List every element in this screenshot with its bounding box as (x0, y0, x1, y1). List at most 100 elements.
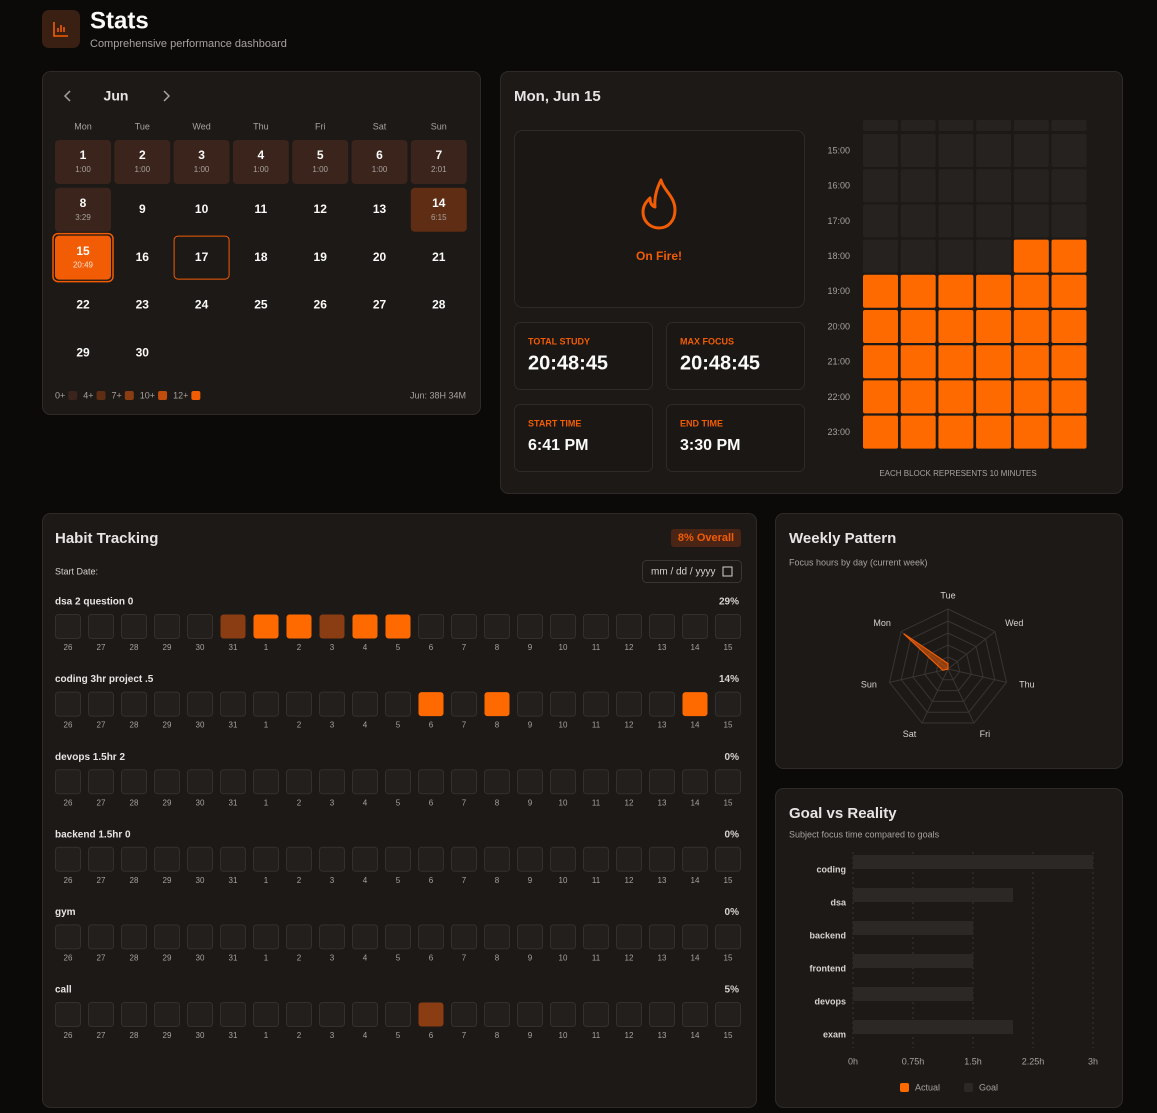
habit-day: 4 (363, 1031, 368, 1040)
day-number: 10 (195, 202, 209, 216)
habit-cell (484, 846, 510, 872)
habit-day: 12 (625, 643, 634, 652)
habit-cell (682, 846, 708, 872)
stat-label: START TIME (528, 418, 581, 428)
habit-cell (121, 769, 147, 795)
legend-swatch (124, 391, 134, 400)
habit-day: 2 (297, 798, 302, 807)
page-subtitle: Comprehensive performance dashboard (90, 38, 287, 50)
weekday-label: Sun (431, 121, 447, 131)
habit-day: 30 (196, 721, 205, 730)
time-block (863, 169, 898, 203)
bar (853, 987, 973, 1001)
habit-cell (682, 924, 708, 950)
habit-cell (253, 691, 279, 717)
habit-day: 30 (196, 876, 205, 885)
next-month[interactable] (163, 90, 171, 102)
habit-day: 3 (330, 1031, 335, 1040)
habit-day: 11 (592, 954, 601, 963)
habit-day: 5 (396, 798, 401, 807)
habit-day: 10 (559, 721, 568, 730)
habit-day: 15 (724, 643, 733, 652)
day-cell (55, 187, 111, 232)
legend-swatch (96, 391, 106, 400)
habit-day: 26 (64, 798, 73, 807)
habit-cell (187, 614, 213, 639)
day-number: 15 (76, 244, 90, 258)
habit-day: 6 (429, 876, 434, 885)
block-row-partial (863, 120, 1087, 131)
habit-day: 9 (528, 721, 533, 730)
time-block (938, 345, 974, 379)
habit-day: 5 (396, 1031, 401, 1040)
habit-cell (385, 924, 411, 950)
habit-cell (550, 924, 576, 950)
habit-day: 4 (363, 798, 368, 807)
today-outline (52, 232, 114, 283)
time-block (1013, 274, 1049, 308)
habit-cell (484, 769, 510, 795)
stat-value: 3:30 PM (680, 437, 740, 454)
habit-cell (286, 924, 312, 950)
hour-label: 16:00 (827, 181, 850, 191)
habit-cell (319, 1002, 345, 1027)
day-number: 18 (254, 250, 268, 264)
habit-cell (220, 769, 246, 795)
day-cell (410, 187, 467, 232)
habit-day: 1 (264, 1031, 269, 1040)
chart-title: Weekly Pattern (789, 530, 896, 547)
radar-ring (900, 620, 996, 713)
day-cell (351, 140, 408, 184)
habit-cell (649, 924, 675, 950)
day-number: 14 (432, 196, 446, 210)
x-tick-label: 2.25h (1022, 1056, 1045, 1066)
time-block (900, 310, 936, 343)
habit-day: 4 (363, 643, 368, 652)
habit-day: 2 (297, 1031, 302, 1040)
hour-label: 22:00 (827, 392, 850, 402)
stat-box (514, 322, 653, 390)
habit-cell (286, 1002, 312, 1027)
time-block (1013, 415, 1049, 449)
habit-cell (616, 769, 642, 795)
habit-day: 14 (691, 798, 700, 807)
date-input[interactable] (642, 560, 742, 583)
time-block (976, 310, 1012, 343)
time-block (1013, 169, 1049, 203)
time-block (863, 274, 898, 308)
time-block (1051, 134, 1087, 167)
day-time: 1:00 (253, 165, 269, 174)
time-block (938, 204, 974, 238)
habit-name: gym (55, 907, 76, 918)
habit-cell (517, 769, 543, 795)
habit-day: 28 (130, 643, 139, 652)
time-block (938, 134, 974, 167)
habit-cell (418, 692, 444, 717)
habit-day: 28 (130, 1031, 139, 1040)
habit-cell (715, 691, 741, 717)
habit-cell (55, 846, 81, 872)
habit-cell (484, 1002, 510, 1027)
habit-day: 11 (592, 721, 601, 730)
habit-day: 7 (462, 1031, 467, 1040)
habit-day: 30 (196, 1031, 205, 1040)
habit-day: 15 (724, 876, 733, 885)
habit-day: 6 (429, 954, 434, 963)
weekday-label: Wed (192, 121, 210, 131)
block-partial (938, 120, 974, 131)
habit-day: 5 (396, 954, 401, 963)
habit-cell (385, 614, 411, 639)
day-number: 1 (80, 148, 87, 162)
habit-day: 15 (724, 721, 733, 730)
time-block (863, 239, 898, 273)
prev-month[interactable] (63, 90, 71, 102)
habit-cell (583, 614, 609, 639)
habit-cell (715, 846, 741, 872)
habit-cell (88, 614, 114, 639)
habit-day: 8 (495, 643, 500, 652)
habit-cell (88, 769, 114, 795)
day-number: 9 (139, 202, 146, 216)
radar-area (903, 633, 949, 671)
flame-icon (641, 178, 677, 230)
day-title: Mon, Jun 15 (514, 88, 601, 105)
